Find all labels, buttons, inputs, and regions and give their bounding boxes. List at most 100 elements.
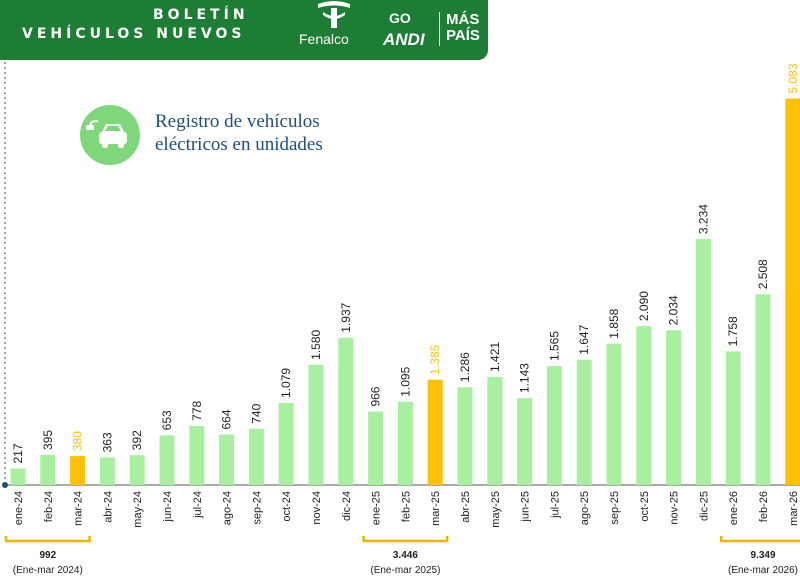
- fenalco-logo-text: Fenalco: [299, 31, 349, 47]
- category-label-jun-25: jun-25: [520, 491, 532, 523]
- axis-origin-dot: [2, 482, 8, 488]
- value-label-sep-25: 1.858: [607, 308, 621, 338]
- bar-abr-25: [457, 387, 473, 485]
- value-label-may-25: 1.421: [488, 342, 502, 372]
- value-label-jun-24: 653: [160, 410, 174, 430]
- value-label-oct-25: 2.090: [637, 291, 651, 321]
- category-label-nov-24: nov-24: [311, 491, 323, 525]
- category-label-feb-26: feb-26: [758, 491, 770, 522]
- value-label-ene-24: 217: [11, 443, 25, 463]
- group-total-period: (Ene-mar 2026): [727, 565, 799, 576]
- group-bracket: [362, 536, 449, 543]
- bar-sep-25: [606, 343, 622, 485]
- bulletin-title-line2: VEHÍCULOS NUEVOS: [22, 26, 246, 42]
- header-band: BOLETÍN VEHÍCULOS NUEVOS Fenalco GO ANDI…: [0, 0, 488, 60]
- value-label-nov-24: 1.580: [309, 330, 323, 360]
- value-label-jul-24: 778: [190, 400, 204, 420]
- category-label-nov-25: nov-25: [669, 491, 681, 525]
- andi-mark-icon: GO: [389, 10, 411, 26]
- bar-sep-24: [248, 428, 264, 485]
- mas-pais-line2: PAÍS: [446, 27, 480, 44]
- bar-feb-24: [40, 454, 56, 485]
- group-bracket: [719, 536, 800, 543]
- fenalco-mark-icon: [318, 1, 350, 28]
- group-bracket: [4, 536, 91, 543]
- andi-logo-text: ANDI: [383, 30, 425, 49]
- value-label-mar-26: 5.083: [786, 63, 800, 93]
- category-label-dic-25: dic-25: [698, 491, 710, 521]
- value-label-nov-25: 2.034: [667, 295, 681, 325]
- bar-feb-26: [755, 294, 771, 485]
- category-label-may-24: may-24: [132, 491, 144, 528]
- chart-title: Registro de vehículos eléctricos en unid…: [155, 111, 323, 155]
- bar-nov-25: [666, 330, 682, 485]
- category-label-ago-24: ago-24: [222, 491, 234, 525]
- value-label-feb-25: 1.095: [398, 366, 412, 396]
- group-total-value: 3.446: [392, 550, 418, 561]
- bulletin-title-line1: BOLETÍN: [153, 7, 249, 23]
- category-label-ene-26: ene-26: [728, 491, 740, 525]
- group-total-value: 992: [39, 550, 57, 561]
- category-label-abr-24: abr-24: [102, 491, 114, 523]
- electric-car-icon: [80, 105, 140, 165]
- category-label-ene-25: ene-25: [371, 491, 383, 525]
- bar-mar-25: [427, 379, 443, 485]
- bar-oct-25: [636, 326, 652, 485]
- bar-mar-24: [70, 456, 86, 485]
- value-label-dic-25: 3.234: [696, 204, 710, 234]
- category-label-mar-25: mar-25: [430, 491, 442, 526]
- value-label-may-24: 392: [130, 430, 144, 450]
- category-label-ago-25: ago-25: [579, 491, 591, 525]
- value-label-dic-24: 1.937: [339, 302, 353, 332]
- category-label-abr-25: abr-25: [460, 491, 472, 523]
- bar-nov-24: [308, 364, 324, 485]
- value-label-ene-25: 966: [369, 386, 383, 406]
- category-label-sep-24: sep-24: [251, 491, 263, 525]
- value-label-ago-25: 1.647: [577, 324, 591, 354]
- group-total-period: (Ene-mar 2025): [370, 565, 441, 576]
- value-label-feb-24: 395: [41, 430, 55, 450]
- mas-pais-logo: MÁS PAÍS: [446, 12, 480, 44]
- bar-jul-24: [189, 425, 205, 485]
- bar-jun-24: [159, 435, 175, 485]
- fenalco-logo: Fenalco: [297, 0, 371, 50]
- bar-abr-24: [99, 457, 115, 485]
- category-label-mar-24: mar-24: [73, 491, 85, 526]
- category-label-jun-24: jun-24: [162, 491, 174, 523]
- value-label-oct-24: 1.079: [279, 368, 293, 398]
- category-label-sep-25: sep-25: [609, 491, 621, 525]
- category-label-mar-26: mar-26: [788, 491, 800, 526]
- bar-dic-24: [338, 337, 354, 485]
- category-label-dic-24: dic-24: [341, 491, 353, 521]
- value-label-ago-24: 664: [220, 409, 234, 429]
- category-label-jul-24: jul-24: [192, 491, 204, 519]
- category-label-feb-24: feb-24: [43, 491, 55, 522]
- value-label-mar-24: 380: [71, 431, 85, 451]
- andi-logo: GO ANDI: [379, 10, 435, 50]
- bar-may-24: [129, 455, 145, 485]
- group-total-value: 9.349: [750, 550, 776, 561]
- bar-jul-25: [546, 366, 562, 485]
- bar-mar-26: [785, 98, 800, 486]
- category-label-may-25: may-25: [490, 491, 502, 528]
- value-label-feb-26: 2.508: [756, 259, 770, 289]
- value-label-jun-25: 1.143: [518, 363, 532, 393]
- bar-feb-25: [397, 401, 413, 485]
- mas-pais-line1: MÁS: [446, 11, 480, 28]
- bar-jun-25: [517, 398, 533, 485]
- group-total-period: (Ene-mar 2024): [12, 565, 83, 576]
- value-label-jul-25: 1.565: [547, 331, 561, 361]
- bar-ago-25: [576, 359, 592, 485]
- logo-divider: [439, 12, 440, 46]
- category-label-feb-25: feb-25: [400, 491, 412, 522]
- category-label-oct-25: oct-25: [639, 491, 651, 522]
- value-label-mar-25: 1.385: [428, 344, 442, 374]
- bar-oct-24: [278, 402, 294, 485]
- value-label-abr-25: 1.286: [458, 352, 472, 382]
- value-label-ene-26: 1.758: [726, 316, 740, 346]
- bar-dic-25: [695, 239, 711, 485]
- value-label-sep-24: 740: [249, 403, 263, 423]
- bar-ene-24: [10, 468, 26, 485]
- category-label-jul-25: jul-25: [549, 491, 561, 519]
